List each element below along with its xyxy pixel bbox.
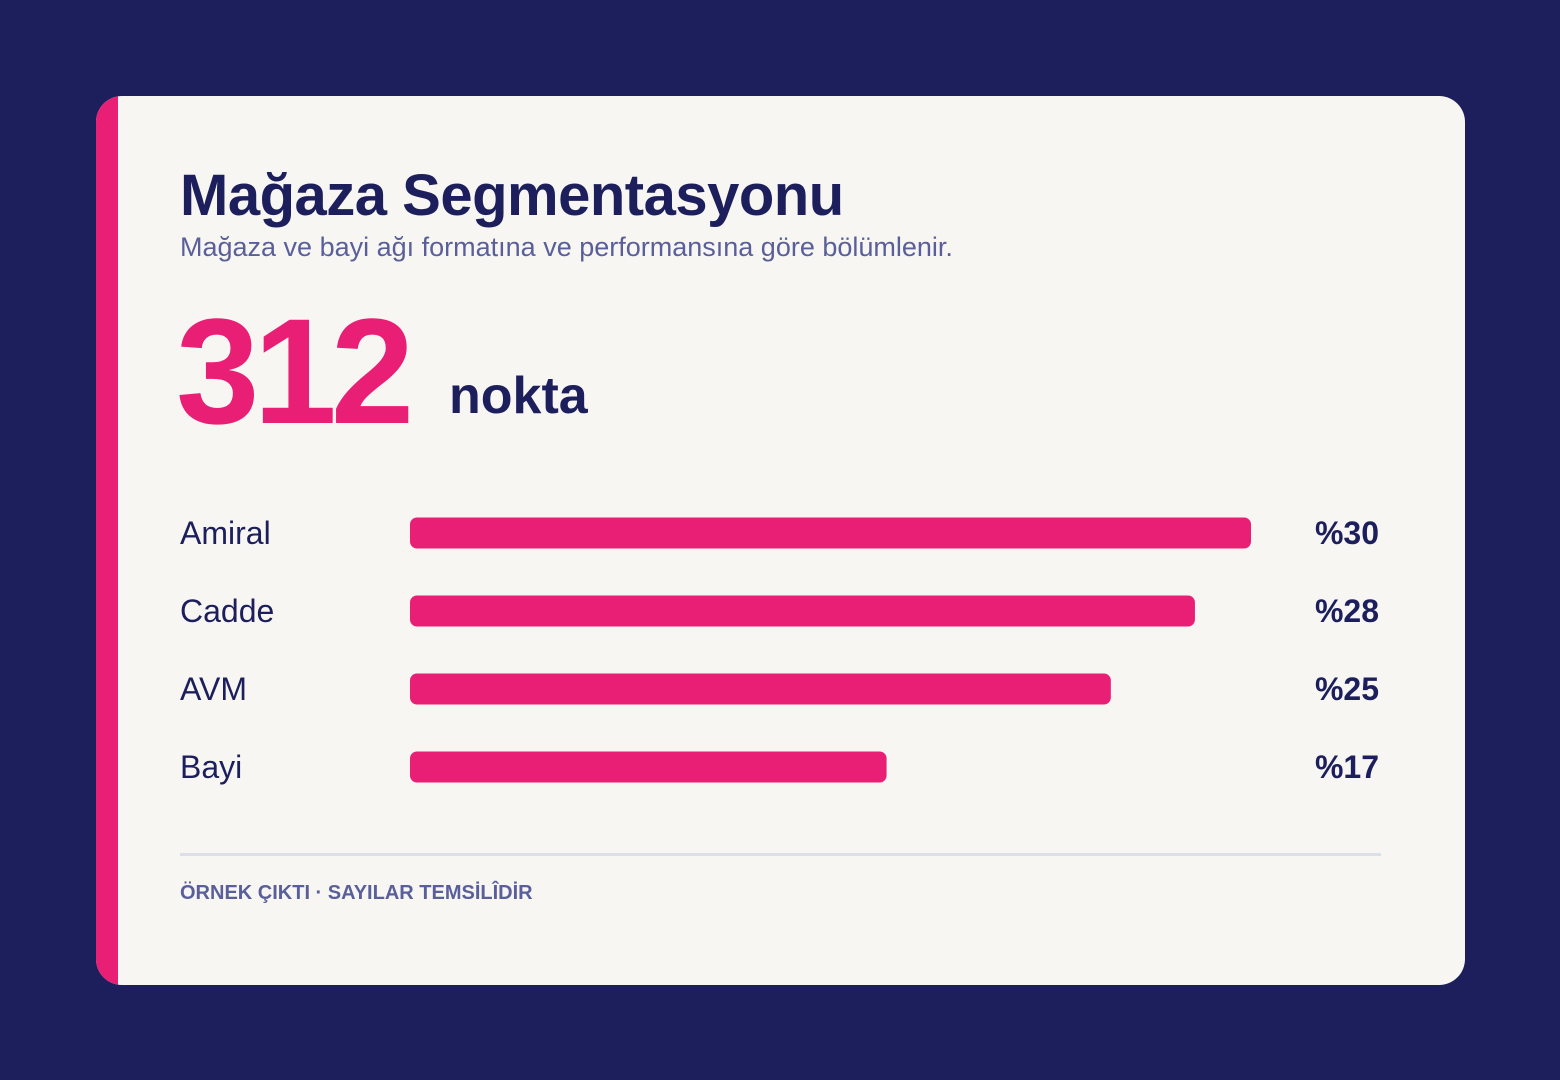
bar-category-label: Bayi — [180, 749, 242, 785]
footnote: ÖRNEK ÇIKTI · SAYILAR TEMSİLÎDİR — [180, 882, 533, 904]
bar-value-label: %17 — [1315, 749, 1379, 785]
bar — [410, 673, 1111, 705]
card-title: Mağaza Segmentasyonu — [180, 163, 844, 228]
accent-stripe — [96, 96, 118, 985]
bar-value-label: %28 — [1315, 593, 1379, 629]
bar — [410, 517, 1251, 549]
card-subtitle: Mağaza ve bayi ağı formatına ve performa… — [180, 232, 953, 262]
bar — [410, 595, 1195, 627]
segment-bar-chart: Amiral %30 Cadde %28 AVM %25 Bayi %17 — [180, 515, 1379, 785]
bar-value-label: %25 — [1315, 671, 1379, 707]
bar-category-label: Amiral — [180, 515, 271, 551]
bar-category-label: Cadde — [180, 593, 274, 629]
divider — [180, 853, 1381, 856]
bar — [410, 751, 887, 783]
bar-category-label: AVM — [180, 671, 247, 707]
kpi-unit: nokta — [449, 367, 588, 425]
segmentation-card: Mağaza Segmentasyonu Mağaza ve bayi ağı … — [96, 96, 1465, 985]
bar-value-label: %30 — [1315, 515, 1379, 551]
kpi-value: 312 — [176, 287, 414, 455]
